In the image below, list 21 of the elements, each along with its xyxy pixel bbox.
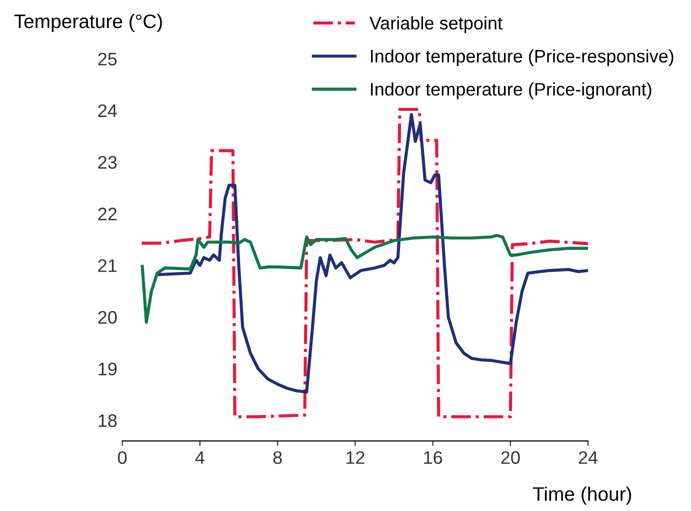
x-axis-title: Time (hour) [532,486,632,505]
legend-label: Variable setpoint [369,16,502,34]
y-tick-label: 21 [98,259,117,272]
y-tick-label: 23 [98,156,117,169]
legend-label: Indoor temperature (Price-responsive) [371,49,674,66]
y-tick-label: 25 [98,52,117,66]
x-tick-label: 12 [346,451,364,464]
y-tick-label: 19 [98,362,117,376]
x-tick-label: 0 [118,451,127,464]
x-tick-label: 16 [424,451,442,464]
x-tick-label: 24 [578,451,598,464]
y-tick-label: 20 [98,310,117,324]
y-axis-title: Temperature (°C) [14,14,162,32]
x-tick-label: 8 [273,451,282,464]
y-tick-label: 18 [98,414,117,428]
x-tick-label: 20 [501,451,520,464]
line-series [140,234,588,324]
x-tick-label: 4 [195,451,204,464]
legend-label: Indoor temperature (Price-ignorant) [371,82,652,100]
y-tick-label: 24 [98,104,117,117]
y-tick-label: 22 [98,208,117,220]
